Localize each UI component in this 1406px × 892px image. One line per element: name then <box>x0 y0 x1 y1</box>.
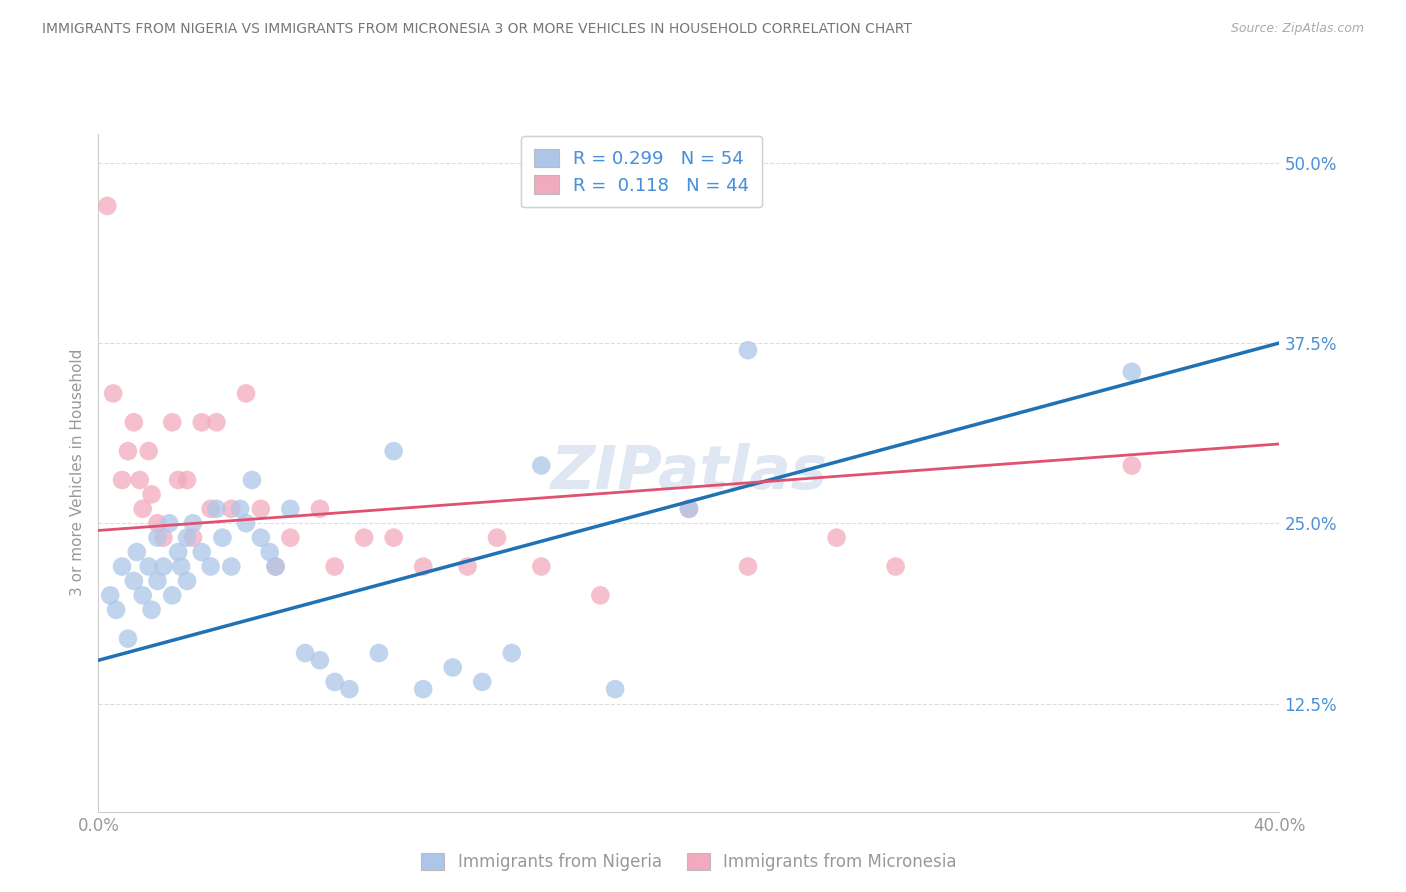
Point <box>235 386 257 401</box>
Point <box>146 574 169 588</box>
Point <box>157 516 180 531</box>
Point <box>530 559 553 574</box>
Point <box>382 444 405 458</box>
Point <box>132 588 155 602</box>
Point <box>605 682 627 697</box>
Point <box>141 603 163 617</box>
Point <box>884 559 907 574</box>
Point <box>825 531 848 545</box>
Point <box>167 545 190 559</box>
Point <box>176 473 198 487</box>
Legend: R = 0.299   N = 54, R =  0.118   N = 44: R = 0.299 N = 54, R = 0.118 N = 44 <box>522 136 762 207</box>
Point <box>471 674 494 689</box>
Point <box>456 559 478 574</box>
Point <box>259 545 281 559</box>
Point <box>205 501 228 516</box>
Point <box>152 559 174 574</box>
Point <box>678 501 700 516</box>
Text: Source: ZipAtlas.com: Source: ZipAtlas.com <box>1230 22 1364 36</box>
Point <box>181 531 204 545</box>
Point <box>146 516 169 531</box>
Point <box>412 682 434 697</box>
Point <box>200 559 222 574</box>
Point <box>250 501 273 516</box>
Point <box>309 501 332 516</box>
Point <box>98 588 121 602</box>
Point <box>229 501 252 516</box>
Point <box>146 531 169 545</box>
Point <box>105 603 128 617</box>
Point <box>205 415 228 429</box>
Point <box>162 588 183 602</box>
Point <box>678 501 700 516</box>
Point <box>162 415 183 429</box>
Point <box>141 487 163 501</box>
Point <box>200 501 222 516</box>
Point <box>353 531 375 545</box>
Point <box>530 458 553 473</box>
Point <box>323 674 346 689</box>
Point <box>191 545 214 559</box>
Point <box>103 386 125 401</box>
Point <box>441 660 464 674</box>
Point <box>501 646 523 660</box>
Point <box>278 531 302 545</box>
Point <box>368 646 391 660</box>
Point <box>181 516 204 531</box>
Point <box>138 559 160 574</box>
Point <box>138 444 160 458</box>
Point <box>486 531 509 545</box>
Point <box>152 531 174 545</box>
Point <box>96 199 118 213</box>
Point <box>309 653 332 667</box>
Point <box>264 559 287 574</box>
Point <box>412 559 434 574</box>
Point <box>219 501 243 516</box>
Point <box>128 473 150 487</box>
Point <box>219 559 243 574</box>
Point <box>250 531 273 545</box>
Point <box>117 632 139 646</box>
Point <box>294 646 316 660</box>
Point <box>737 343 759 358</box>
Text: IMMIGRANTS FROM NIGERIA VS IMMIGRANTS FROM MICRONESIA 3 OR MORE VEHICLES IN HOUS: IMMIGRANTS FROM NIGERIA VS IMMIGRANTS FR… <box>42 22 912 37</box>
Point <box>117 444 139 458</box>
Point <box>122 415 145 429</box>
Text: ZIPatlas: ZIPatlas <box>550 443 828 502</box>
Point <box>191 415 214 429</box>
Point <box>337 682 360 697</box>
Point <box>737 559 759 574</box>
Point <box>176 531 198 545</box>
Point <box>176 574 198 588</box>
Point <box>122 574 145 588</box>
Point <box>278 501 302 516</box>
Legend: Immigrants from Nigeria, Immigrants from Micronesia: Immigrants from Nigeria, Immigrants from… <box>413 845 965 880</box>
Point <box>211 531 233 545</box>
Point <box>240 473 263 487</box>
Point <box>132 501 155 516</box>
Point <box>382 531 405 545</box>
Point <box>111 559 134 574</box>
Point <box>264 559 287 574</box>
Point <box>125 545 148 559</box>
Point <box>170 559 193 574</box>
Point <box>111 473 134 487</box>
Point <box>235 516 257 531</box>
Point <box>589 588 612 602</box>
Point <box>323 559 346 574</box>
Point <box>1121 365 1143 379</box>
Point <box>167 473 190 487</box>
Point <box>1121 458 1143 473</box>
Y-axis label: 3 or more Vehicles in Household: 3 or more Vehicles in Household <box>69 349 84 597</box>
